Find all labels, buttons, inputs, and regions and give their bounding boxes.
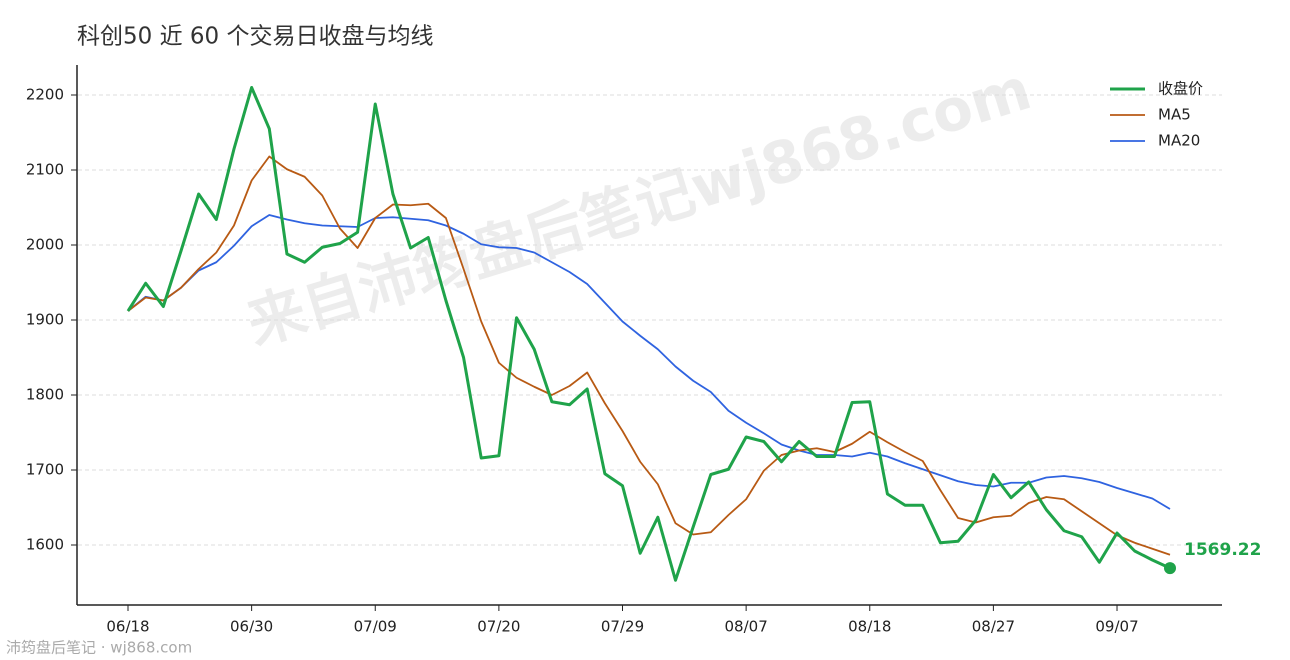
- series-line: [127, 214, 1171, 510]
- legend-label: MA5: [1158, 106, 1191, 124]
- y-tick-label: 1800: [26, 386, 64, 404]
- series-line: [126, 86, 1171, 582]
- y-tick-label: 2100: [26, 161, 64, 179]
- x-tick-label: 08/27: [972, 618, 1015, 636]
- footer: 沛筠盘后笔记 · wj868.com: [6, 639, 192, 657]
- chart-title: 科创50 近 60 个交易日收盘与均线: [77, 24, 433, 50]
- y-tick-label: 2200: [26, 86, 64, 104]
- legend-label: 收盘价: [1158, 80, 1203, 98]
- y-tick-label: 1700: [26, 461, 64, 479]
- y-tick-label: 1600: [26, 536, 64, 554]
- watermark: 来自沛筠盘后笔记wj868.com: [239, 55, 1038, 358]
- last-value-label: 1569.22: [1184, 540, 1261, 560]
- x-tick-label: 07/29: [601, 618, 644, 636]
- x-tick-label: 06/30: [230, 618, 273, 636]
- y-tick-label: 1900: [26, 311, 64, 329]
- y-tick-label: 2000: [26, 236, 64, 254]
- x-tick-label: 07/20: [477, 618, 520, 636]
- x-tick-label: 09/07: [1095, 618, 1138, 636]
- x-tick-label: 06/18: [106, 618, 149, 636]
- series-line: [127, 155, 1171, 556]
- x-tick-label: 07/09: [354, 618, 397, 636]
- legend-label: MA20: [1158, 132, 1200, 150]
- x-tick-label: 08/07: [725, 618, 768, 636]
- last-point: [1164, 562, 1176, 575]
- x-tick-label: 08/18: [848, 618, 891, 636]
